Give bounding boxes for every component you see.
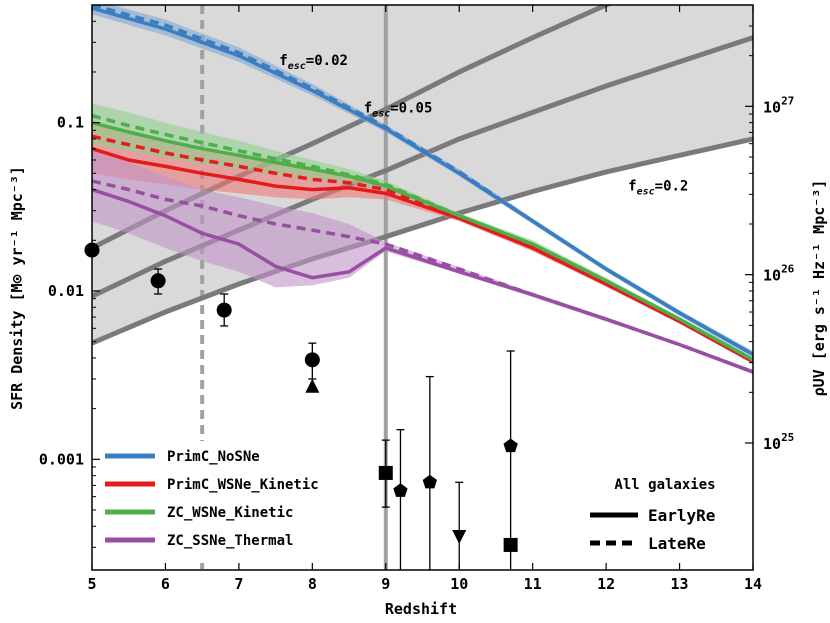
right-tick-label: 1026 — [763, 263, 795, 285]
y-axis-label: SFR Density [M⊙ yr⁻¹ Mpc⁻³] — [8, 166, 26, 410]
right-tick-exp: 27 — [781, 94, 794, 107]
y-tick-label: 0.001 — [39, 450, 84, 468]
line-early-PrimC_WSNe_Kinetic — [92, 147, 753, 364]
x-tick-label: 7 — [234, 575, 243, 593]
obs-point-circle — [216, 302, 232, 318]
x-tick-label: 12 — [597, 575, 615, 593]
obs-point-triangle-down — [452, 530, 467, 545]
right-tick-base: 10 — [763, 435, 781, 453]
line-early-ZC_WSNe_Kinetic — [92, 121, 753, 362]
right-tick-label: 1027 — [763, 94, 794, 116]
obs-point-circle — [304, 352, 320, 368]
fesc-curve-3 — [92, 136, 753, 346]
x-tick-label: 5 — [87, 575, 96, 593]
obs-point-pentagon — [422, 474, 437, 489]
observations — [84, 242, 518, 570]
obs-point-square — [378, 465, 393, 480]
right-tick-exp: 26 — [781, 263, 795, 276]
x-axis-label: Redshift — [385, 600, 457, 618]
right-axis-label: ρUV [erg s⁻¹ Hz⁻¹ Mpc⁻³] — [810, 180, 828, 397]
x-tick-label: 10 — [450, 575, 468, 593]
y-tick-label: 0.1 — [57, 114, 84, 132]
fesc-label-sub: esc — [637, 187, 655, 198]
y-tick-label: 0.01 — [48, 282, 84, 300]
band-ZC_WSNe_Kinetic — [92, 103, 753, 362]
fesc-label-sub: esc — [372, 108, 390, 119]
legend-background — [99, 441, 359, 563]
obs-point-triangle-up — [305, 378, 320, 393]
legend-models: PrimC_NoSNe PrimC_WSNe_Kinetic ZC_WSNe_Kin… — [99, 441, 359, 563]
x-tick-label: 14 — [744, 575, 762, 593]
x-tick-label: 8 — [308, 575, 317, 593]
fesc-label-base: f — [279, 53, 287, 69]
legend-reionization: All galaxies EarlyRe LateRe — [590, 477, 716, 553]
obs-point-pentagon — [393, 483, 408, 497]
legend-label: ZC_WSNe_Kinetic — [167, 505, 293, 521]
band-ZC_SSNe_Thermal — [92, 150, 753, 375]
legend-label: PrimC_WSNe_Kinetic — [167, 477, 319, 493]
fesc-label-sub: esc — [288, 61, 306, 72]
fesc-label-3: fesc=0.2 — [628, 179, 688, 198]
x-tick-label: 6 — [161, 575, 170, 593]
x-tick-label: 9 — [381, 575, 390, 593]
fesc-label-value: =0.02 — [306, 53, 348, 69]
legend-style-label: LateRe — [648, 534, 706, 553]
right-tick-base: 10 — [763, 267, 781, 285]
fesc-label-value: =0.05 — [390, 100, 432, 116]
fesc-label-base: f — [628, 179, 636, 195]
legend-style-label: EarlyRe — [648, 506, 715, 525]
obs-point-circle — [150, 273, 166, 289]
legend-label: ZC_SSNe_Thermal — [167, 533, 293, 549]
x-tick-label: 13 — [671, 575, 689, 593]
x-tick-label: 11 — [524, 575, 542, 593]
right-tick-exp: 25 — [781, 431, 794, 444]
line-early-ZC_SSNe_Thermal — [92, 187, 753, 374]
legend-label: PrimC_NoSNe — [167, 449, 260, 465]
fesc-label-1: fesc=0.02 — [279, 53, 348, 72]
line-early-PrimC_NoSNe — [92, 6, 753, 356]
right-tick-base: 10 — [763, 98, 781, 116]
line-late-ZC_SSNe_Thermal — [92, 179, 753, 374]
legend-title: All galaxies — [614, 477, 715, 493]
plot-frame — [91, 4, 754, 571]
fesc-label-base: f — [364, 100, 372, 116]
fesc-label-2: fesc=0.05 — [364, 100, 433, 119]
plot-area — [92, 5, 753, 570]
obs-point-pentagon — [503, 438, 518, 453]
fesc-label-value: =0.2 — [655, 179, 689, 195]
obs-point-square — [503, 537, 518, 552]
right-tick-label: 1025 — [763, 431, 794, 453]
